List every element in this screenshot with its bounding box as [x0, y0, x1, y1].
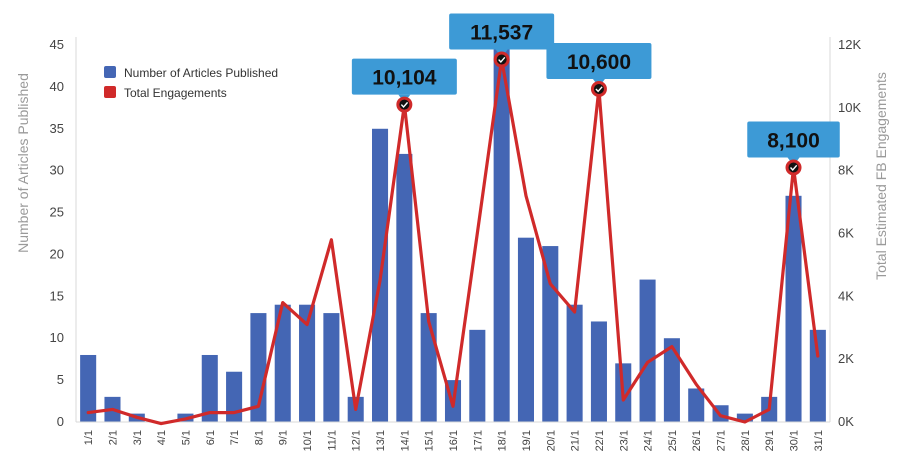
- bar: [809, 329, 826, 422]
- y-tick-label-left: 15: [50, 288, 64, 303]
- x-tick-label: 7/1: [229, 430, 241, 445]
- x-tick-label: 2/1: [107, 430, 119, 445]
- callout-box: [449, 13, 555, 50]
- x-tick-label: 13/1: [375, 430, 387, 451]
- y-tick-label-left: 35: [50, 121, 64, 136]
- y-tick-label-right: 2K: [838, 351, 854, 366]
- highlight-marker: [590, 80, 607, 97]
- y-tick-label-left: 40: [50, 79, 64, 94]
- x-tick-label: 26/1: [691, 430, 703, 451]
- callout-box: [351, 58, 457, 95]
- bar: [736, 413, 753, 422]
- y-tick-label-left: 10: [50, 330, 64, 345]
- legend-swatch-engagements: [104, 86, 116, 98]
- y-tick-label-left: 0: [57, 414, 64, 429]
- x-tick-label: 21/1: [570, 430, 582, 451]
- x-tick-label: 14/1: [399, 430, 411, 451]
- x-tick-label: 23/1: [618, 430, 630, 451]
- x-tick-label: 19/1: [521, 430, 533, 451]
- line-group: [86, 57, 820, 426]
- x-tick-label: 29/1: [764, 430, 776, 451]
- callout-box: [546, 42, 652, 79]
- bar: [420, 313, 437, 422]
- bar: [639, 279, 656, 422]
- x-tick-label: 27/1: [716, 430, 728, 451]
- x-tick-label: 24/1: [643, 430, 655, 451]
- x-tick-label: 10/1: [302, 430, 314, 451]
- y-tick-label-right: 4K: [838, 288, 854, 303]
- y-axis-title-right: Total Estimated FB Engagements: [873, 72, 889, 280]
- y-tick-label-left: 5: [57, 372, 64, 387]
- bar: [469, 329, 486, 422]
- x-tick-label: 31/1: [813, 430, 825, 451]
- bar: [566, 304, 583, 422]
- bar: [785, 195, 802, 422]
- bar: [201, 354, 218, 422]
- y-tick-label-left: 20: [50, 246, 64, 261]
- x-tick-label: 18/1: [497, 430, 509, 451]
- legend-label-articles: Number of Articles Published: [124, 66, 278, 80]
- y-tick-label-right: 6K: [838, 226, 854, 241]
- bar: [80, 354, 97, 422]
- y-tick-label-left: 45: [50, 37, 64, 52]
- x-tick-label: 4/1: [156, 430, 168, 445]
- x-tick-label: 1/1: [83, 430, 95, 445]
- x-tick-label: 6/1: [205, 430, 217, 445]
- bars-group: [80, 45, 826, 422]
- engagement-line: [86, 57, 820, 426]
- x-tick-label: 5/1: [180, 430, 192, 445]
- legend-label-engagements: Total Engagements: [124, 86, 227, 100]
- bar: [590, 321, 607, 422]
- legend: Number of Articles Published Total Engag…: [104, 66, 278, 100]
- callouts-group: 10,104 11,537 10,600 8,100: [351, 13, 840, 176]
- bar: [493, 45, 510, 422]
- highlight-check-icon: [400, 101, 409, 109]
- bar: [226, 371, 243, 422]
- bar: [274, 304, 291, 422]
- bar: [663, 338, 680, 422]
- highlight-marker: [396, 96, 413, 113]
- callout-label: 10,600: [567, 51, 631, 74]
- y-tick-label-right: 0K: [838, 414, 854, 429]
- bar: [517, 237, 534, 422]
- x-tick-label: 17/1: [472, 430, 484, 451]
- bar: [323, 313, 340, 422]
- callout-box: [747, 121, 840, 158]
- highlight-check-icon: [595, 86, 603, 93]
- x-tick-label: 12/1: [351, 430, 363, 451]
- x-tick-label: 15/1: [424, 430, 436, 451]
- x-tick-label: 8/1: [253, 430, 265, 445]
- x-tick-label: 9/1: [278, 430, 290, 445]
- axes-group: 0 5 10 15 20 25 30 35 40 45 0K 2K 4K 6K 8K 10K 12K 1/1 2/1…: [50, 37, 861, 451]
- x-tick-label: 25/1: [667, 430, 679, 451]
- y-tick-label-left: 25: [50, 205, 64, 220]
- bar: [542, 246, 559, 422]
- highlight-marker: [493, 51, 510, 68]
- callout-label: 8,100: [767, 130, 820, 153]
- x-tick-label: 20/1: [545, 430, 557, 451]
- bar: [688, 388, 705, 422]
- highlight-check-icon: [498, 56, 506, 63]
- callout-label: 10,104: [372, 67, 437, 90]
- x-tick-label: 22/1: [594, 430, 606, 451]
- x-tick-label: 28/1: [740, 430, 752, 451]
- y-tick-label-right: 12K: [838, 37, 861, 52]
- bar: [396, 153, 413, 422]
- highlight-check-icon: [789, 164, 798, 171]
- y-tick-label-right: 10K: [838, 100, 861, 115]
- legend-swatch-articles: [104, 66, 116, 78]
- y-tick-label-left: 30: [50, 163, 64, 178]
- highlight-marker: [785, 159, 802, 176]
- x-tick-label: 30/1: [789, 430, 801, 451]
- y-tick-label-right: 8K: [838, 163, 854, 178]
- x-tick-label: 3/1: [132, 430, 144, 445]
- y-axis-title-left: Number of Articles Published: [15, 73, 31, 253]
- x-tick-label: 16/1: [448, 430, 460, 451]
- bar: [299, 304, 316, 422]
- callout-label: 11,537: [470, 22, 533, 45]
- x-tick-label: 11/1: [326, 430, 338, 451]
